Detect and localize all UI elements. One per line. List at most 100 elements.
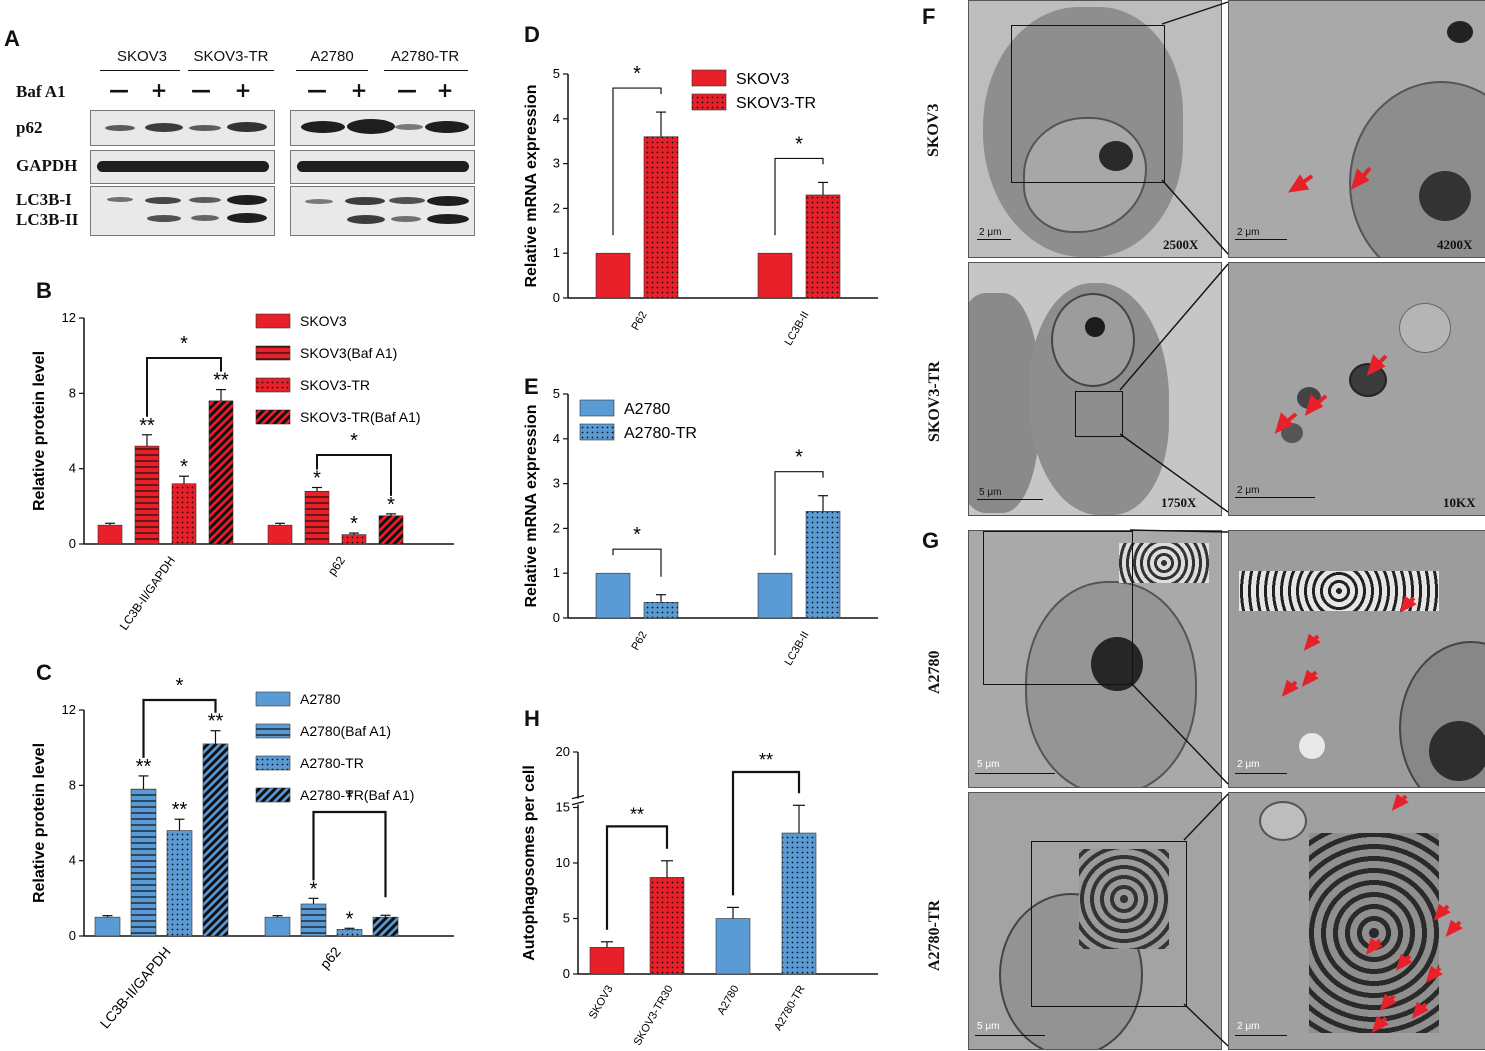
axis-break <box>572 798 584 805</box>
y-tick-label: 0 <box>69 928 76 943</box>
significance-label: * <box>313 468 321 490</box>
magnification-label: 10KX <box>1443 495 1476 510</box>
y-tick-label: 5 <box>553 386 560 401</box>
bar <box>643 136 679 299</box>
em-image-a2780-low: 5 μm <box>968 530 1222 788</box>
em-image-skov3-tr-low: 5 μm 1750X <box>968 262 1222 516</box>
significance-label: ** <box>630 804 644 824</box>
significance-label: * <box>387 494 395 516</box>
y-axis-label: Relative protein level <box>31 743 48 903</box>
treatment-sign: — <box>109 78 129 102</box>
blot-group-a2780: A2780 <box>310 48 354 65</box>
blot-group-a2780-tr: A2780-TR <box>390 48 460 65</box>
significance-bracket <box>774 157 824 236</box>
em-image-skov3-high: 2 μm 4200X <box>1228 0 1485 258</box>
legend-label: SKOV3-TR <box>300 377 370 393</box>
legend-swatch <box>579 423 615 441</box>
bar <box>97 524 123 545</box>
treatment-sign: + <box>234 78 252 102</box>
y-tick-label: 5 <box>563 911 570 926</box>
em-image-a2780-tr-high: 2 μm <box>1228 792 1485 1050</box>
bar <box>94 916 121 937</box>
scale-bar-label: 2 μm <box>979 227 1002 238</box>
treatment-sign: — <box>397 78 417 102</box>
bar <box>378 515 404 545</box>
significance-label: * <box>795 447 803 469</box>
treatment-sign: — <box>307 78 327 102</box>
em-image-skov3-low: 2 μm 2500X <box>968 0 1222 258</box>
y-tick-label: 12 <box>62 310 76 325</box>
panel-letter-e: E <box>524 374 539 399</box>
axis-break-mark <box>571 801 585 806</box>
bar <box>166 830 193 937</box>
blot-strip-lc3b-a2780 <box>290 186 475 236</box>
significance-label: ** <box>208 711 224 733</box>
blot-strip-lc3b-skov3 <box>90 186 275 236</box>
blot-strip-gapdh-a2780 <box>290 150 475 184</box>
significance-bracket <box>312 810 387 898</box>
legend-swatch <box>691 93 727 111</box>
significance-label: ** <box>172 799 188 821</box>
blot-row-label-gapdh: GAPDH <box>16 156 78 175</box>
panel-letter-g: G <box>922 528 940 553</box>
significance-label: * <box>176 675 184 697</box>
bar <box>757 252 793 299</box>
panel-letter-h: H <box>524 706 540 731</box>
y-axis-label: Relative mRNA expression <box>523 404 540 607</box>
significance-label: * <box>346 787 354 809</box>
significance-label: ** <box>139 415 155 437</box>
significance-label: ** <box>759 750 773 770</box>
panel-letter-b: B <box>36 278 52 303</box>
bar <box>202 743 229 937</box>
y-tick-label: 1 <box>553 245 560 260</box>
legend-swatch <box>255 723 291 739</box>
bar <box>208 400 234 545</box>
bar <box>805 194 841 299</box>
bar <box>300 903 327 937</box>
significance-bracket <box>146 357 222 417</box>
significance-label: * <box>350 513 358 535</box>
blot-row-label-p62: p62 <box>16 118 43 137</box>
significance-label: * <box>180 333 188 355</box>
bar <box>134 445 160 545</box>
legend-swatch <box>255 755 291 771</box>
significance-label: * <box>180 456 188 478</box>
blot-group-skov3-tr: SKOV3-TR <box>193 48 269 65</box>
significance-bracket <box>316 454 392 496</box>
legend-label: A2780(Baf A1) <box>300 723 391 739</box>
y-tick-label: 15 <box>556 800 570 815</box>
bar <box>267 524 293 545</box>
treatment-sign: + <box>350 78 368 102</box>
scale-bar-label: 2 μm <box>1237 227 1260 238</box>
y-tick-label: 0 <box>553 610 560 625</box>
magnification-label: 4200X <box>1437 237 1473 252</box>
legend-label: SKOV3-TR(Baf A1) <box>300 409 421 425</box>
significance-bracket <box>142 698 217 758</box>
significance-label: ** <box>136 756 152 778</box>
bar <box>264 916 291 937</box>
significance-bracket <box>731 770 801 896</box>
y-tick-label: 8 <box>69 777 76 792</box>
legend-label: A2780 <box>300 691 341 707</box>
y-tick-label: 1 <box>553 565 560 580</box>
legend-swatch <box>255 377 291 393</box>
y-axis-label: Relative protein level <box>31 351 48 511</box>
significance-label: * <box>633 524 641 546</box>
blot-strip-p62-skov3 <box>90 110 275 146</box>
bar <box>649 877 685 975</box>
significance-label: * <box>310 878 318 900</box>
y-tick-label: 4 <box>553 431 560 446</box>
y-tick-label: 4 <box>69 853 76 868</box>
bar <box>372 916 399 937</box>
bar <box>781 832 817 975</box>
y-tick-label: 4 <box>69 461 76 476</box>
y-tick-label: 8 <box>69 385 76 400</box>
y-tick-label: 20 <box>556 744 570 759</box>
panel-letter-c: C <box>36 660 52 685</box>
legend-label: A2780-TR <box>624 425 697 442</box>
blot-strip-p62-a2780 <box>290 110 475 146</box>
bar <box>589 947 625 975</box>
